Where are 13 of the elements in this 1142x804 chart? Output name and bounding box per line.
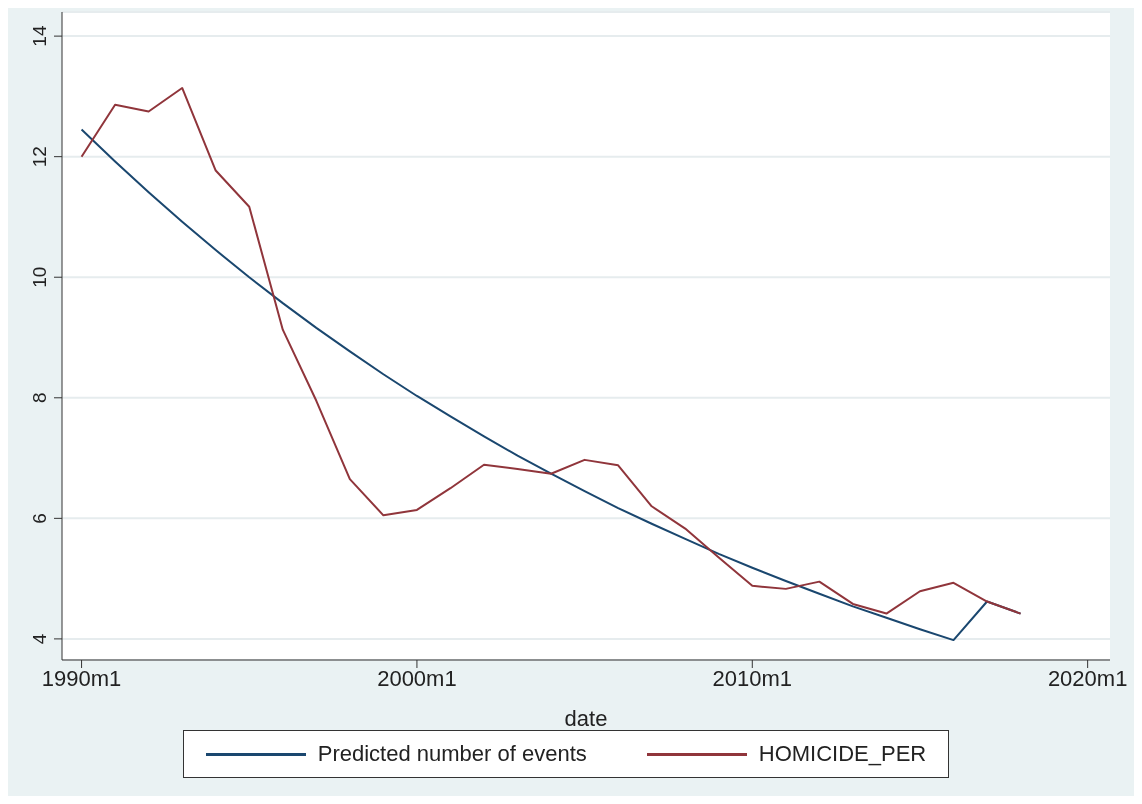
y-tick-label: 14 bbox=[29, 25, 50, 47]
x-tick-label: 2010m1 bbox=[712, 665, 793, 691]
legend-label: HOMICIDE_PER bbox=[758, 741, 927, 767]
y-tick-label: 10 bbox=[29, 266, 50, 288]
x-tick-label: 1990m1 bbox=[41, 665, 122, 691]
x-axis-title: date bbox=[564, 706, 608, 731]
y-tick-label: 12 bbox=[29, 146, 50, 168]
y-tick-label: 4 bbox=[29, 633, 50, 645]
y-tick-label: 8 bbox=[29, 392, 50, 404]
y-tick-label: 6 bbox=[29, 513, 50, 524]
x-tick-label: 2020m1 bbox=[1047, 665, 1128, 691]
legend-label: Predicted number of events bbox=[317, 741, 587, 767]
x-tick-label: 2000m1 bbox=[377, 665, 457, 691]
